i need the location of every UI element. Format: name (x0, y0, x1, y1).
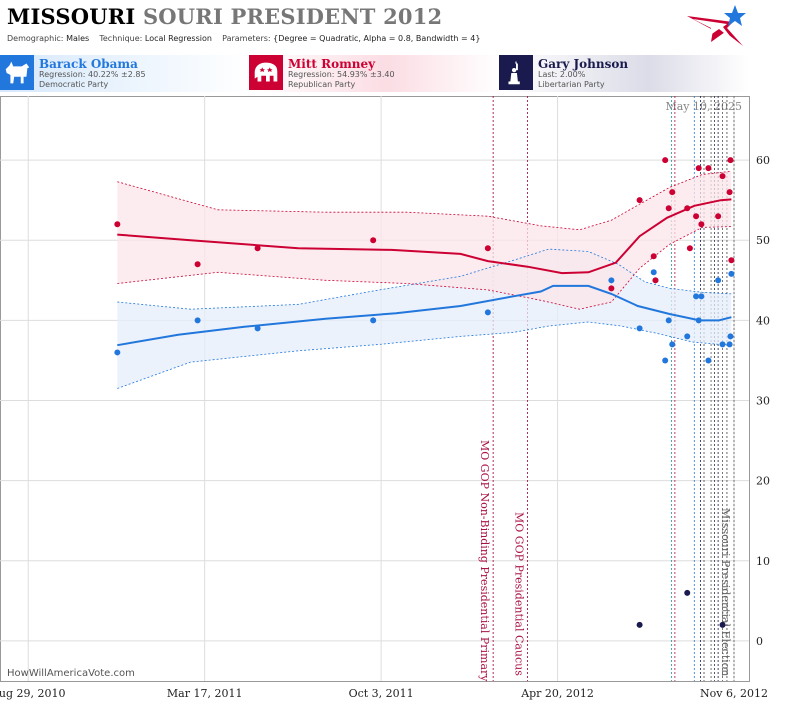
legend-johnson-name: Gary Johnson (538, 57, 629, 71)
poll-point (705, 165, 712, 172)
poll-point (669, 341, 676, 348)
plot-area (0, 96, 750, 682)
poll-point (698, 221, 705, 228)
parameters-line: Demographic: Males Technique: Local Regr… (7, 34, 480, 43)
event-label: MO GOP Non-Binding Presidential Primary (478, 440, 491, 682)
poll-point (693, 293, 700, 300)
poll-point (684, 205, 691, 212)
poll-point (636, 197, 643, 204)
poll-point (370, 237, 377, 244)
legend-obama-party: Democratic Party (39, 80, 109, 89)
technique-value: Local Regression (144, 34, 212, 43)
poll-point (650, 253, 657, 260)
legend-obama[interactable]: Barack Obama Regression: 40.22% ±2.85 De… (0, 55, 250, 92)
poll-point (662, 357, 669, 364)
trend-line (117, 284, 732, 347)
poll-point (728, 257, 735, 264)
technique-label: Technique: (99, 34, 143, 43)
poll-point (695, 317, 702, 324)
legend-johnson-party: Libertarian Party (538, 80, 605, 89)
poll-point (695, 165, 702, 172)
x-tick-label: Apr 20, 2012 (520, 687, 594, 700)
chart-title: MISSOURI SOURI PRESIDENT 2012 (7, 4, 442, 29)
confidence-lower (117, 321, 732, 389)
parameters-value: {Degree = Quadratic, Alpha = 0.8, Bandwi… (273, 34, 481, 43)
poll-point (686, 245, 693, 252)
poll-point (715, 277, 722, 284)
poll-point (608, 285, 615, 292)
poll-point (684, 589, 691, 596)
poll-point (715, 213, 722, 220)
parameters-label: Parameters: (222, 34, 271, 43)
poll-point (726, 189, 733, 196)
poll-point (719, 341, 726, 348)
y-tick-label: 50 (756, 234, 770, 247)
poll-point (665, 317, 672, 324)
poll-point (719, 173, 726, 180)
poll-point (194, 261, 201, 268)
y-tick-label: 10 (756, 555, 770, 568)
legend-romney-regression: Regression: 54.93% ±3.40 (288, 70, 395, 79)
poll-point (652, 277, 659, 284)
legend-romney[interactable]: Mitt Romney Regression: 54.93% ±3.40 Rep… (249, 55, 500, 92)
poll-point (370, 317, 377, 324)
y-tick-label: 0 (756, 635, 763, 648)
poll-point (636, 325, 643, 332)
poll-point (608, 277, 615, 284)
poll-point (114, 221, 121, 228)
y-tick-label: 40 (756, 314, 770, 327)
poll-point (636, 621, 643, 628)
confidence-upper (117, 170, 732, 231)
y-tick-label: 30 (756, 395, 770, 408)
legend-romney-party: Republican Party (288, 80, 356, 89)
poll-point (693, 213, 700, 220)
legend-obama-name: Barack Obama (39, 57, 138, 71)
poll-point (665, 205, 672, 212)
poll-point (669, 189, 676, 196)
poll-point (727, 333, 734, 340)
poll-point (484, 309, 491, 316)
legend-johnson-last: Last: 2.00% (538, 70, 586, 79)
poll-point (698, 293, 705, 300)
poll-point (254, 245, 261, 252)
x-tick-label: Oct 3, 2011 (349, 687, 414, 700)
x-tick-label: Mar 17, 2011 (167, 687, 243, 700)
y-tick-label: 20 (756, 475, 770, 488)
event-label: MO GOP Presidential Caucus (513, 512, 526, 676)
donkey-icon (0, 55, 34, 90)
candidate-legend: Barack Obama Regression: 40.22% ±2.85 De… (0, 53, 789, 95)
poll-point (705, 357, 712, 364)
demographic-label: Demographic: (7, 34, 64, 43)
poll-point (254, 325, 261, 332)
poll-point (684, 333, 691, 340)
title-race: SOURI PRESIDENT 2012 (142, 4, 443, 29)
legend-obama-regression: Regression: 40.22% ±2.85 (39, 70, 146, 79)
poll-point (719, 621, 726, 628)
poll-point (484, 245, 491, 252)
x-tick-label: Nov 6, 2012 (700, 687, 768, 700)
poll-point (650, 269, 657, 276)
legend-johnson[interactable]: Gary Johnson Last: 2.00% Libertarian Par… (499, 55, 749, 92)
x-tick-label: Aug 29, 2010 (0, 687, 66, 700)
confidence-lower (117, 226, 732, 310)
poll-point (194, 317, 201, 324)
poll-point (727, 157, 734, 164)
statue-of-liberty-icon (499, 55, 533, 90)
site-logo-icon (687, 5, 746, 46)
poll-point (728, 270, 735, 277)
y-tick-label: 60 (756, 154, 770, 167)
title-state: MISSOURI (7, 4, 136, 29)
event-label: Missouri Presidential Election (719, 508, 732, 676)
site-credit: HowWillAmericaVote.com (7, 668, 135, 679)
poll-point (662, 157, 669, 164)
poll-point (726, 341, 733, 348)
confidence-upper (117, 248, 732, 310)
elephant-icon (249, 55, 283, 90)
legend-romney-name: Mitt Romney (288, 57, 376, 71)
demographic-value: Males (66, 34, 90, 43)
confidence-band (117, 171, 732, 310)
poll-point (114, 349, 121, 356)
